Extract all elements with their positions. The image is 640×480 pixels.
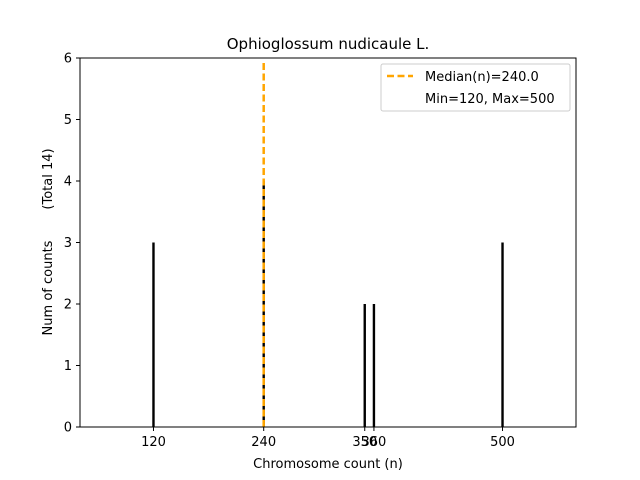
y-ticks: 0 1 2 3 4 5 6 <box>64 52 80 436</box>
y-tick-label-3: 3 <box>64 236 72 251</box>
y-tick-label-4: 4 <box>64 175 72 190</box>
bar-360 <box>372 304 376 427</box>
chart-title: Ophioglossum nudicaule L. <box>227 35 430 53</box>
legend-box <box>380 63 571 112</box>
y-tick-label-2: 2 <box>64 298 72 313</box>
x-tick-label-240: 240 <box>251 435 276 450</box>
y-axis-total-note: (Total 14) <box>41 148 56 209</box>
y-tick-label-5: 5 <box>64 113 72 128</box>
x-tick-label-120: 120 <box>141 435 166 450</box>
bars-layer <box>152 181 504 427</box>
legend-minmax-label: Min=120, Max=500 <box>425 92 555 107</box>
y-tick-label-1: 1 <box>64 359 72 374</box>
x-tick-label-360: 360 <box>362 435 387 450</box>
legend-median-label: Median(n)=240.0 <box>425 70 539 85</box>
bar-500 <box>501 242 504 427</box>
x-tick-label-500: 500 <box>490 435 515 450</box>
bar-120 <box>152 242 155 427</box>
y-tick-label-6: 6 <box>64 52 72 67</box>
x-axis-label: Chromosome count (n) <box>253 457 403 472</box>
y-tick-label-0: 0 <box>64 421 72 436</box>
x-tick-label-350: 350 <box>352 435 377 450</box>
y-axis-label: Num of counts <box>41 240 56 335</box>
bar-350 <box>363 304 366 427</box>
bar-240 <box>262 181 265 427</box>
legend: Median(n)=240.0 Min=120, Max=500 <box>380 63 571 112</box>
